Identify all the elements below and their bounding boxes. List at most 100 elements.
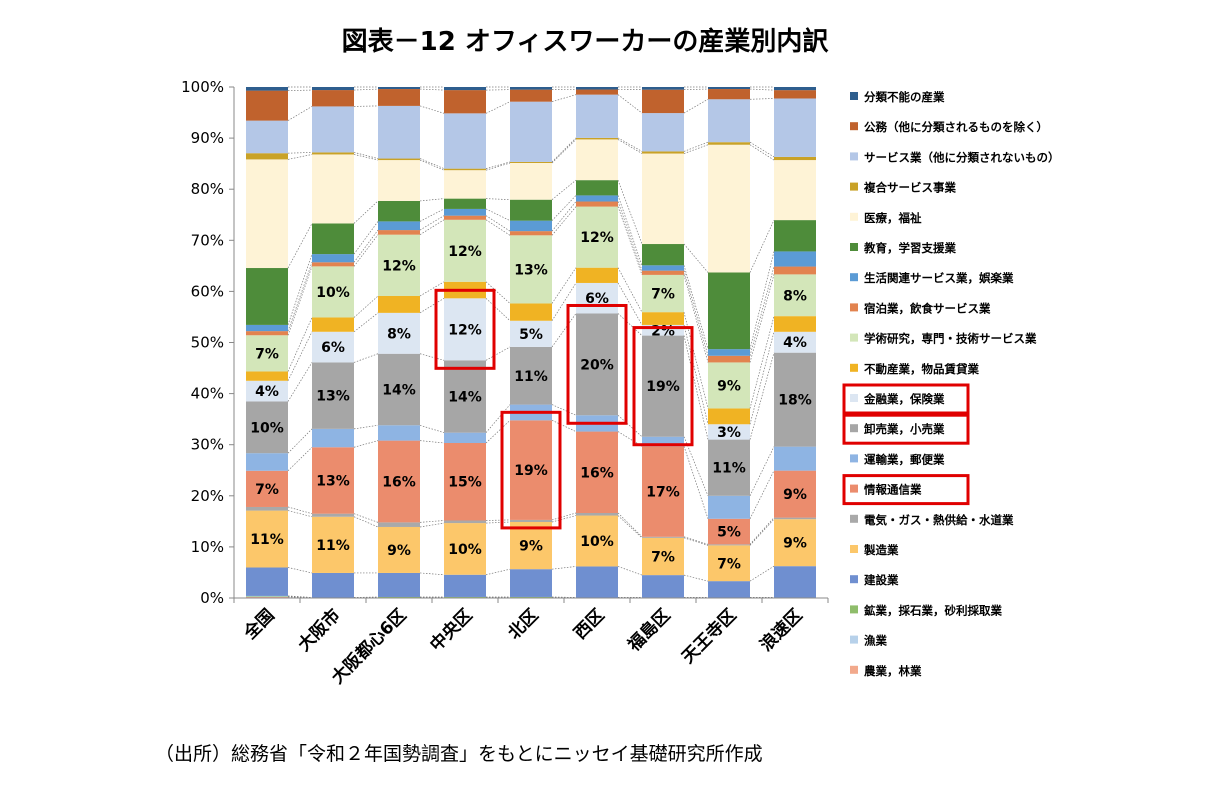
bar-segment (312, 87, 354, 91)
series-connector (683, 537, 709, 546)
series-connector (485, 420, 511, 444)
bar-segment (708, 545, 750, 582)
category-label: 西区 (570, 605, 608, 643)
series-connector (551, 404, 577, 416)
bar-segment (642, 536, 684, 538)
legend-swatch (850, 92, 858, 100)
bar-segment (444, 596, 486, 598)
bar-segment (246, 324, 288, 332)
bar-segment (510, 89, 552, 102)
series-connector (617, 267, 643, 313)
bar-segment (642, 324, 684, 336)
data-label: 12% (448, 244, 482, 260)
legend-label: 医療，福祉 (864, 211, 922, 225)
series-connector (683, 274, 709, 363)
bar-segment (246, 380, 288, 402)
data-label: 7% (717, 556, 741, 572)
bar-segment (576, 195, 618, 202)
series-connector (683, 536, 709, 545)
data-label: 11% (514, 369, 548, 385)
chart-title: 図表－12 オフィスワーカーの産業別内訳 (342, 26, 830, 57)
series-connector (419, 522, 445, 528)
bar-segment (378, 440, 420, 523)
series-connector (485, 404, 511, 433)
series-connector (617, 515, 643, 539)
data-label: 18% (778, 393, 812, 409)
series-connector (485, 161, 511, 169)
bar-segment (312, 428, 354, 448)
series-connector (551, 267, 577, 304)
bar-segment (576, 201, 618, 207)
bar-segment (642, 265, 684, 271)
series-connector (749, 331, 775, 425)
bar-segment (576, 89, 618, 95)
series-connector (683, 574, 709, 582)
series-connector (287, 447, 313, 472)
legend-swatch (850, 605, 858, 614)
legend-label: 不動産業，物品賃貸業 (864, 362, 979, 376)
series-connector (419, 88, 445, 91)
series-connector (617, 94, 643, 114)
bar-segment (510, 320, 552, 347)
bar-segment (312, 254, 354, 263)
bar-segment (774, 274, 816, 317)
bar-segment (576, 267, 618, 283)
series-connector (353, 200, 379, 224)
data-label: 9% (783, 487, 807, 503)
data-label: 11% (712, 461, 746, 477)
series-connector (353, 234, 379, 267)
highlight-box (632, 326, 694, 447)
y-tick-label: 50% (191, 334, 224, 352)
highlight-box (566, 303, 628, 425)
data-label: 4% (255, 384, 279, 400)
series-connector (287, 595, 313, 598)
series-connector (287, 253, 313, 326)
series-connector (749, 316, 775, 409)
bar-segment (444, 90, 486, 114)
series-connector (419, 198, 445, 202)
bar-segment (708, 142, 750, 145)
data-label: 10% (448, 542, 482, 558)
y-tick-label: 70% (191, 231, 224, 249)
bar-segment (708, 349, 750, 356)
bar-segment (708, 581, 750, 598)
highlight-box (434, 288, 496, 370)
bar-segment (774, 566, 816, 598)
legend-label: 製造業 (863, 543, 899, 557)
data-label: 9% (519, 539, 543, 555)
series-connector (419, 572, 445, 576)
bar-segment (708, 89, 750, 100)
series-connector (287, 317, 313, 372)
series-connector (419, 159, 445, 171)
series-connector (551, 515, 577, 523)
category-label: 全国 (239, 605, 279, 645)
series-connector (683, 144, 709, 154)
bar-segment (642, 151, 684, 154)
y-tick-label: 60% (191, 282, 224, 300)
series-connector (617, 512, 643, 538)
legend-swatch (850, 635, 858, 644)
series-connector (617, 206, 643, 276)
data-label: 14% (448, 389, 482, 405)
series-connector (419, 208, 445, 222)
bar-segment (774, 98, 816, 157)
data-label: 14% (382, 383, 416, 399)
data-label: 3% (717, 425, 741, 441)
series-connector (749, 446, 775, 496)
bar-segment (774, 352, 816, 447)
legend-label: 金融業，保険業 (863, 392, 945, 406)
y-tick-label: 40% (191, 385, 224, 403)
series-connector (749, 266, 775, 356)
series-connector (353, 516, 379, 528)
bar-segment (246, 510, 288, 568)
data-label: 10% (316, 285, 350, 301)
bar-segment (774, 220, 816, 252)
series-connector (749, 565, 775, 582)
legend-swatch (850, 394, 858, 402)
bar-segment (576, 139, 618, 181)
series-connector (419, 520, 445, 523)
bar-segment (510, 235, 552, 304)
series-connector (353, 424, 379, 430)
data-label: 12% (448, 322, 482, 338)
bar-segment (642, 274, 684, 313)
